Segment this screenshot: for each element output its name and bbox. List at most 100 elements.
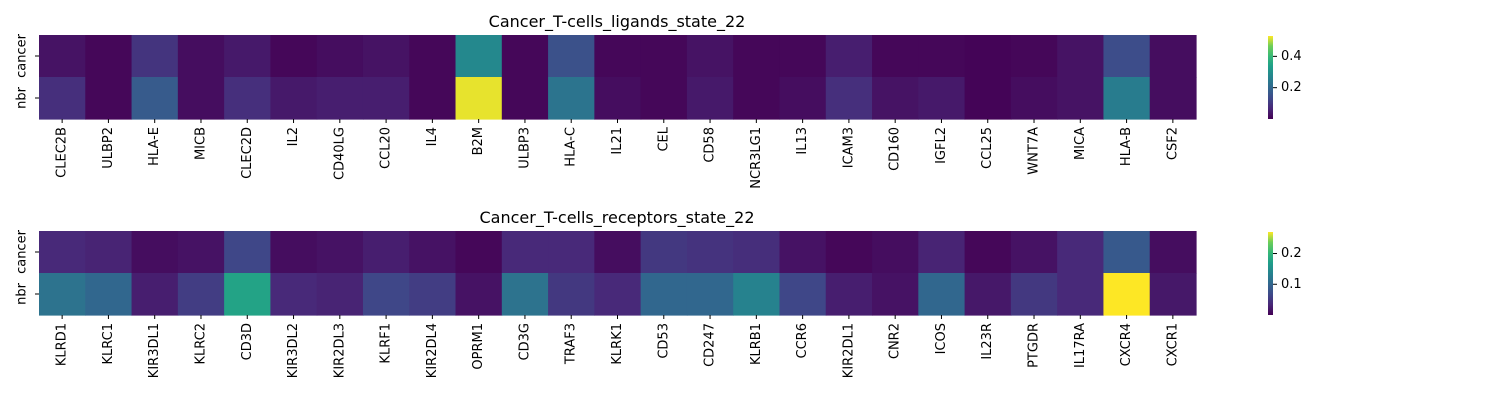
heatmap-cell-cancer-clec2b [39,35,86,78]
heatmap-cell-cancer-igfl2 [918,35,966,78]
heatmap-cell-cancer-cxcr1 [1149,231,1197,274]
heatmap-cell-cancer-kir3dl2 [270,231,318,274]
heatmap-cell-nbr-cd160 [872,77,919,120]
heatmap-cell-nbr-mica [1057,77,1105,120]
heatmap-cell-cancer-klrc1 [85,231,133,274]
heatmap-cell-cancer-cd3g [501,231,549,274]
column-label-il17ra: IL17RA [1073,323,1088,368]
heatmap-cell-cancer-il21 [594,35,642,78]
heatmap-cell-nbr-clec2b [39,77,86,120]
heatmap-cell-cancer-cd3d [224,231,271,274]
heatmap-cell-cancer-klrb1 [733,231,781,274]
heatmap-cell-nbr-cd3d [224,273,271,316]
ligands-column-labels: CLEC2B ULBP2 HLA-E MICB CLEC2D IL2 CD40LG CCL20… [55,119,1180,189]
heatmap-cell-cancer-oprm1 [455,231,503,274]
heatmap-cell-cancer-csf2 [1149,35,1197,78]
ligands-chart-title: Cancer_T-cells_ligands_state_22 [489,12,746,32]
heatmap-cell-cancer-cnr2 [872,231,919,274]
heatmap-cell-cancer-clec2d [224,35,271,78]
column-label-cxcr1: CXCR1 [1165,323,1180,366]
heatmap-cell-cancer-il4 [409,35,457,78]
heatmap-cell-cancer-hla-b [1103,35,1151,78]
ligands-colorbar: 0.2 0.4 [1268,36,1302,119]
column-label-oprm1: OPRM1 [471,323,486,370]
ligands-colorbar-gradient [1268,36,1273,119]
column-label-b2m: B2M [471,127,486,155]
receptors-colorbar: 0.1 0.2 [1268,232,1302,315]
heatmap-cell-nbr-icos [918,273,966,316]
heatmap-cell-cancer-ncr3lg1 [733,35,781,78]
heatmap-cell-nbr-ccl20 [362,77,410,120]
heatmap-cell-nbr-cd247 [686,273,734,316]
heatmap-cell-cancer-il17ra [1057,231,1105,274]
heatmap-cell-cancer-ulbp3 [501,35,549,78]
heatmap-cell-cancer-icam3 [825,35,873,78]
heatmap-cell-cancer-mica [1057,35,1105,78]
column-label-icos: ICOS [934,323,949,354]
receptors-colorbar-ticks: 0.1 0.2 [1273,246,1302,292]
column-label-icam3: ICAM3 [841,127,856,168]
heatmap-cell-nbr-klrc1 [85,273,133,316]
heatmap-cell-nbr-hla-c [548,77,595,120]
heatmap-cell-nbr-hla-e [131,77,179,120]
receptors-heatmap-panel: Cancer_T-cells_receptors_state_22 cancer… [15,208,1302,378]
colorbar-tick-label: 0.1 [1281,277,1302,292]
heatmap-cell-nbr-hla-b [1103,77,1151,120]
heatmap-cell-nbr-cxcr1 [1149,273,1197,316]
column-label-csf2: CSF2 [1165,127,1180,160]
heatmap-cell-cancer-klrd1 [39,231,86,274]
heatmap-cell-nbr-il21 [594,77,642,120]
receptors-chart-title: Cancer_T-cells_receptors_state_22 [479,208,754,228]
column-label-klrb1: KLRB1 [749,323,764,365]
heatmap-cell-nbr-il23r [964,273,1012,316]
receptors-row-labels: cancer nbr [15,229,39,305]
heatmap-cell-cancer-cd58 [686,35,734,78]
heatmap-cell-nbr-kir2dl4 [409,273,457,316]
heatmap-cell-nbr-klrc2 [177,273,225,316]
heatmap-cell-nbr-il2 [270,77,318,120]
heatmap-cell-cancer-cxcr4 [1103,231,1151,274]
column-label-ulbp3: ULBP3 [517,127,532,169]
column-label-il2: IL2 [286,127,301,146]
heatmap-cell-nbr-wnt7a [1010,77,1058,120]
heatmap-cell-cancer-il13 [779,35,827,78]
column-label-ccl25: CCL25 [980,127,995,169]
ligands-heatmap-panel: Cancer_T-cells_ligands_state_22 cancer nb… [15,12,1302,189]
row-label-cancer: cancer [15,33,30,77]
receptors-cells [39,231,1197,316]
heatmap-cell-cancer-hla-c [548,35,595,78]
row-label-nbr: nbr [15,282,30,304]
column-label-ptgdr: PTGDR [1027,323,1042,368]
heatmap-cell-nbr-ulbp2 [85,77,133,120]
row-label-nbr: nbr [15,86,30,108]
receptors-column-labels: KLRD1 KLRC1 KIR3DL1 KLRC2 CD3D KIR3DL2 KIR2DL3… [55,315,1180,378]
heatmap-cell-nbr-cxcr4 [1103,273,1151,316]
column-label-ccr6: CCR6 [795,323,810,358]
heatmap-cell-nbr-csf2 [1149,77,1197,120]
column-label-klrd1: KLRD1 [55,323,70,366]
column-label-kir2dl1: KIR2DL1 [841,323,856,378]
heatmap-cell-cancer-klrk1 [594,231,642,274]
heatmap-cell-cancer-cd53 [640,231,688,274]
column-label-cd40lg: CD40LG [332,127,347,180]
heatmap-cell-cancer-ccr6 [779,231,827,274]
heatmap-cell-nbr-cd3g [501,273,549,316]
heatmap-cell-nbr-ptgdr [1010,273,1058,316]
column-label-cd3g: CD3G [517,323,532,360]
heatmap-cell-cancer-kir2dl4 [409,231,457,274]
column-label-klrc1: KLRC1 [101,323,116,365]
heatmap-cell-cancer-b2m [455,35,503,78]
colorbar-tick-label: 0.2 [1281,80,1302,95]
heatmap-cell-nbr-klrf1 [362,273,410,316]
column-label-cd58: CD58 [703,127,718,163]
column-label-kir3dl1: KIR3DL1 [147,323,162,378]
colorbar-tick-label: 0.2 [1281,246,1302,261]
ligands-row-labels: cancer nbr [15,33,39,109]
heatmap-cell-cancer-ccl20 [362,35,410,78]
heatmap-cell-cancer-kir2dl1 [825,231,873,274]
column-label-clec2b: CLEC2B [55,127,70,178]
column-label-il21: IL21 [610,127,625,155]
ligands-colorbar-ticks: 0.2 0.4 [1273,49,1302,95]
heatmap-cell-nbr-cd53 [640,273,688,316]
column-label-hla-e: HLA-E [147,127,162,166]
